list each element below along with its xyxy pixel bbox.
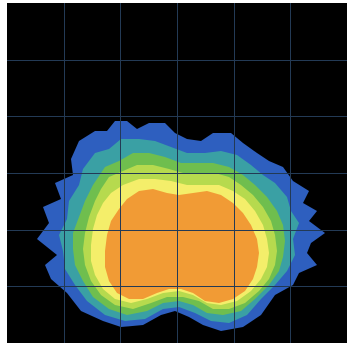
contour-layers — [37, 121, 325, 331]
grid-lines — [7, 3, 347, 343]
heatmap-viewport — [7, 3, 347, 343]
contour-level-6 — [105, 189, 259, 303]
contour-plot — [7, 3, 347, 343]
